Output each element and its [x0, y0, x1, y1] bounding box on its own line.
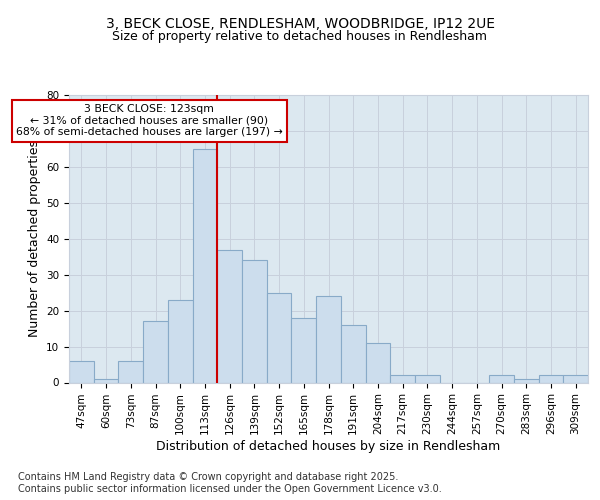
Text: 3, BECK CLOSE, RENDLESHAM, WOODBRIDGE, IP12 2UE: 3, BECK CLOSE, RENDLESHAM, WOODBRIDGE, I… [106, 18, 494, 32]
Y-axis label: Number of detached properties: Number of detached properties [28, 140, 41, 337]
Bar [341, 325, 365, 382]
Bar [69, 361, 94, 382]
X-axis label: Distribution of detached houses by size in Rendlesham: Distribution of detached houses by size … [157, 440, 500, 453]
Text: Contains HM Land Registry data © Crown copyright and database right 2025.
Contai: Contains HM Land Registry data © Crown c… [18, 472, 442, 494]
Bar [193, 149, 217, 382]
Text: 3 BECK CLOSE: 123sqm
← 31% of detached houses are smaller (90)
68% of semi-detac: 3 BECK CLOSE: 123sqm ← 31% of detached h… [16, 104, 283, 137]
Bar [514, 379, 539, 382]
Bar [118, 361, 143, 382]
Bar [365, 343, 390, 382]
Bar [316, 296, 341, 382]
Bar [415, 376, 440, 382]
Bar [563, 376, 588, 382]
Bar [242, 260, 267, 382]
Text: Size of property relative to detached houses in Rendlesham: Size of property relative to detached ho… [113, 30, 487, 43]
Bar [292, 318, 316, 382]
Bar [143, 322, 168, 382]
Bar [390, 376, 415, 382]
Bar [267, 292, 292, 382]
Bar [539, 376, 563, 382]
Bar [94, 379, 118, 382]
Bar [489, 376, 514, 382]
Bar [217, 250, 242, 382]
Bar [168, 300, 193, 382]
